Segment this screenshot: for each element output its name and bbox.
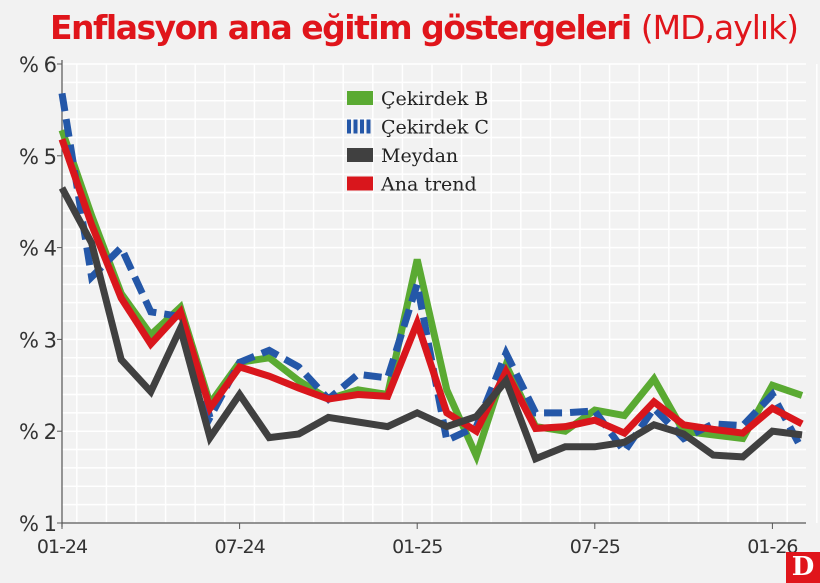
x-tick-label: 07-25	[570, 536, 620, 558]
y-tick-label: % 2	[19, 420, 56, 444]
y-tick-label: % 4	[19, 237, 57, 261]
series-line-meydan	[58, 186, 803, 464]
y-tick-label: % 6	[19, 53, 57, 77]
x-tick-label: 01-26	[747, 536, 797, 558]
legend-label: Çekirdek C	[381, 117, 489, 139]
legend-swatch	[347, 176, 373, 191]
legend-swatch	[347, 91, 373, 105]
title-main: Enflasyon ana eğitim göstergeleri	[50, 8, 632, 47]
x-tick-label: 01-25	[392, 536, 442, 558]
legend-label: Çekirdek B	[381, 88, 488, 110]
x-tick-label: 01-24	[37, 536, 88, 558]
y-tick-label: % 3	[19, 328, 56, 352]
axes: % 1 % 2 % 3 % 4 % 5 % 6 01-24 07-24 01-25 07-25 01…	[19, 53, 806, 558]
legend-label: Meydan	[381, 145, 458, 167]
legend-swatch	[347, 148, 373, 162]
title-sub: (MD,aylık)	[640, 8, 799, 47]
series-lines	[58, 92, 806, 466]
y-tick-label: % 5	[19, 145, 56, 169]
x-tick-label: 07-24	[214, 536, 265, 558]
publisher-logo: D	[786, 552, 820, 583]
chart-title: Enflasyon ana eğitim göstergeleri (MD,ay…	[50, 8, 799, 47]
series-line-ana-trend	[58, 138, 804, 438]
legend: Çekirdek B Çekirdek C Meydan Ana trend	[347, 88, 489, 196]
legend-label: Ana trend	[380, 174, 477, 196]
y-tick-label: % 1	[19, 512, 56, 536]
